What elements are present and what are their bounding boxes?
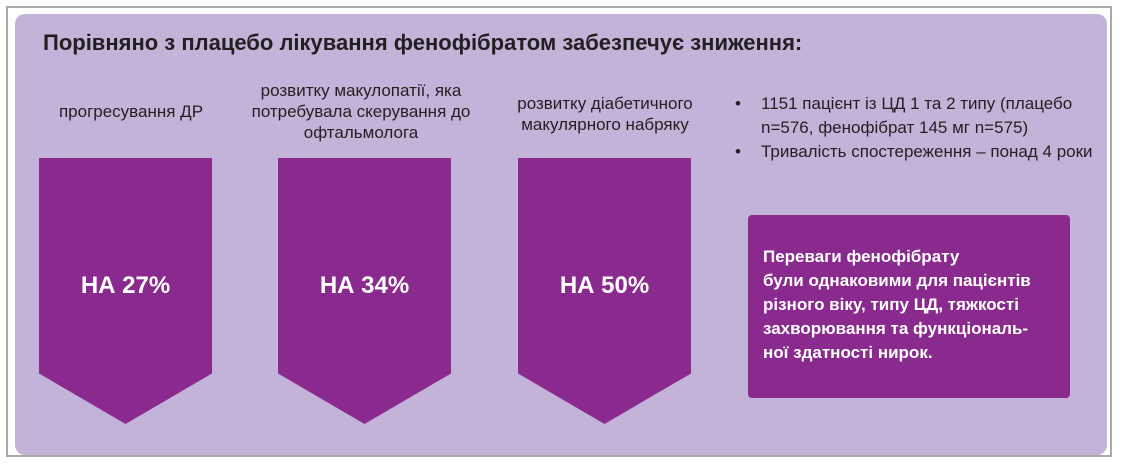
callout-box: [748, 215, 1070, 398]
bullet-icon: •: [735, 142, 741, 161]
outcome-arrow-macular-edema: [518, 158, 691, 424]
outcome-label-macular-edema: розвитку діабетичного макулярного набряк…: [517, 94, 693, 134]
outcome-value-dr-progression: НА 27%: [80, 272, 171, 299]
callout-text: Переваги фенофібрату були однаковими для…: [763, 247, 1031, 362]
study-details-list: • 1151 пацієнт із ЦД 1 та 2 типу (плацеб…: [735, 92, 1095, 164]
outcome-arrow-maculopathy: [278, 158, 451, 424]
study-detail-duration-text: Тривалість спостереження – понад 4 роки: [761, 142, 1093, 161]
page-title: Порівняно з плацебо лікування фенофібрат…: [43, 30, 803, 55]
outcome-value-macular-edema: НА 50%: [559, 272, 650, 299]
study-detail-duration: • Тривалість спостереження – понад 4 рок…: [735, 140, 1095, 164]
outcome-arrow-dr-progression: [39, 158, 212, 424]
outcome-label-maculopathy: розвитку макулопатії, яка потребувала ск…: [251, 81, 471, 142]
study-detail-patients-text: 1151 пацієнт із ЦД 1 та 2 типу (плацебо …: [761, 94, 1073, 137]
study-detail-patients: • 1151 пацієнт із ЦД 1 та 2 типу (плацеб…: [735, 92, 1095, 140]
bullet-icon: •: [735, 94, 741, 113]
outcome-label-dr-progression: прогресування ДР: [58, 102, 204, 121]
outcome-value-maculopathy: НА 34%: [319, 272, 410, 299]
